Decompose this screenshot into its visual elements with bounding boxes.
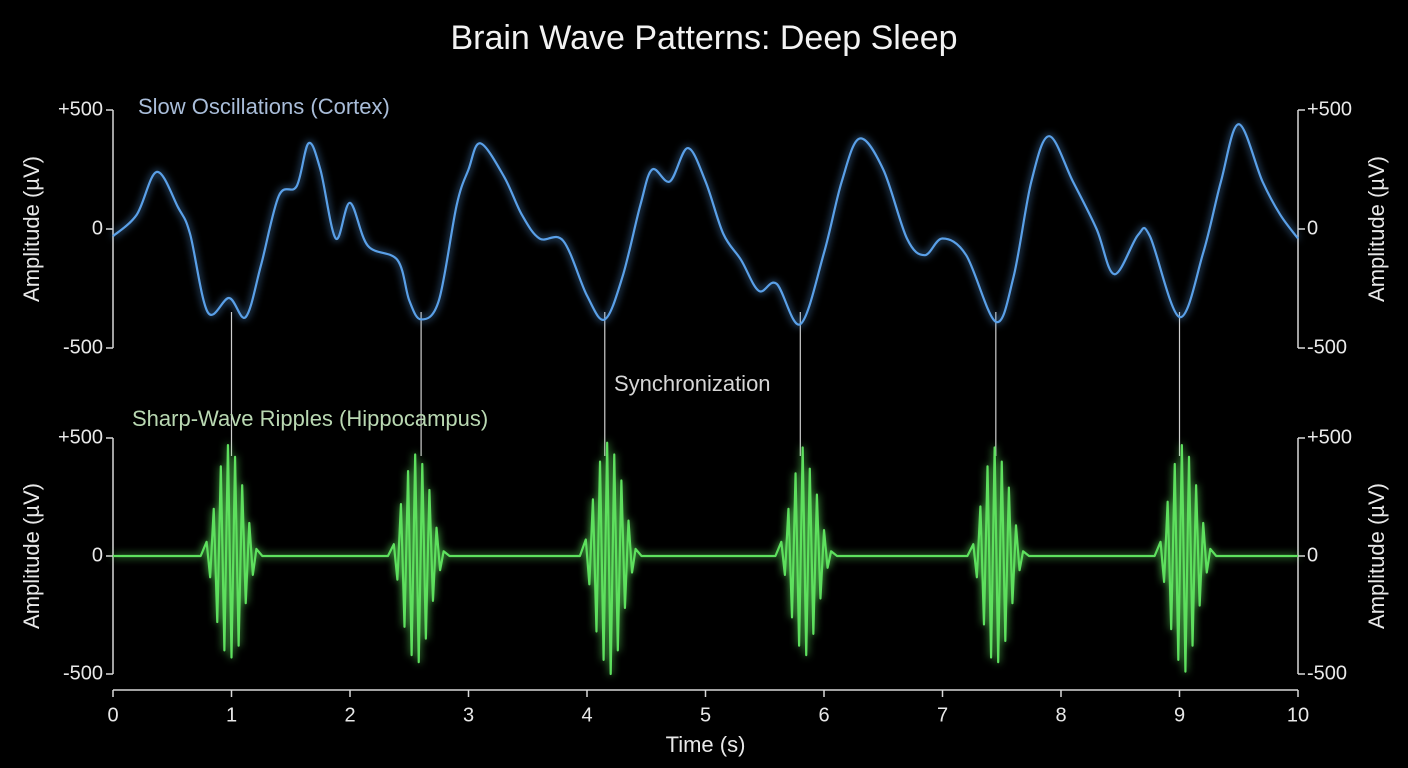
x-tick-label: 2 xyxy=(344,704,355,726)
y-axis-label: Amplitude (µV) xyxy=(1364,156,1389,302)
x-tick-label: 0 xyxy=(107,704,118,726)
x-tick-label: 10 xyxy=(1287,704,1309,726)
y-tick-label: 0 xyxy=(92,544,103,566)
y-tick-label: +500 xyxy=(58,426,103,448)
x-tick-label: 1 xyxy=(226,704,237,726)
x-tick-label: 9 xyxy=(1174,704,1185,726)
x-tick-label: 5 xyxy=(700,704,711,726)
series-label: Sharp-Wave Ripples (Hippocampus) xyxy=(132,406,488,431)
y-tick-label: -500 xyxy=(1307,336,1347,358)
annotation: Synchronization xyxy=(614,371,771,396)
y-tick-label: 0 xyxy=(1307,217,1318,239)
series-label: Slow Oscillations (Cortex) xyxy=(138,94,390,119)
chart-title: Brain Wave Patterns: Deep Sleep xyxy=(450,19,957,57)
x-tick-label: 8 xyxy=(1055,704,1066,726)
y-tick-label: +500 xyxy=(1307,98,1352,120)
x-tick-label: 6 xyxy=(818,704,829,726)
series-line xyxy=(112,123,1299,326)
x-axis-label: Time (s) xyxy=(666,732,746,757)
y-axis-label: Amplitude (µV) xyxy=(19,483,44,629)
y-axis-label: Amplitude (µV) xyxy=(1364,483,1389,629)
y-tick-label: 0 xyxy=(92,217,103,239)
series-line xyxy=(113,441,1298,676)
x-tick-label: 3 xyxy=(463,704,474,726)
x-tick-label: 7 xyxy=(937,704,948,726)
y-tick-label: -500 xyxy=(63,662,103,684)
y-tick-label: -500 xyxy=(1307,662,1347,684)
y-tick-label: -500 xyxy=(63,336,103,358)
x-tick-label: 4 xyxy=(581,704,592,726)
y-tick-label: +500 xyxy=(58,98,103,120)
y-axis-label: Amplitude (µV) xyxy=(19,156,44,302)
y-tick-label: +500 xyxy=(1307,426,1352,448)
y-tick-label: 0 xyxy=(1307,544,1318,566)
